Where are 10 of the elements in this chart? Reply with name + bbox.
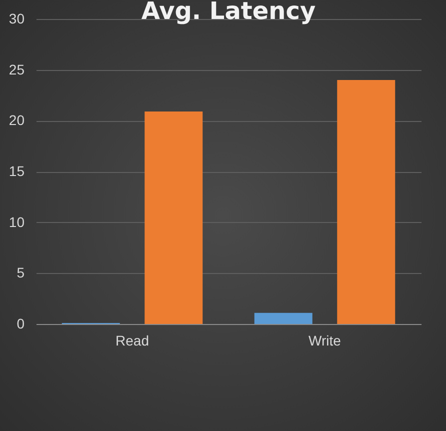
x-tick-label: Read <box>116 332 149 348</box>
y-tick-label: 30 <box>8 10 25 26</box>
y-tick-label: 10 <box>8 214 25 230</box>
x-tick-label: Write <box>308 332 342 348</box>
y-tick-label: 15 <box>8 163 25 179</box>
y-tick-label: 5 <box>16 264 25 281</box>
y-tick-label: 0 <box>16 316 25 332</box>
chart-title: Avg. Latency <box>141 0 316 25</box>
y-tick-label: 20 <box>8 112 25 128</box>
y-tick-label: 25 <box>8 61 25 78</box>
